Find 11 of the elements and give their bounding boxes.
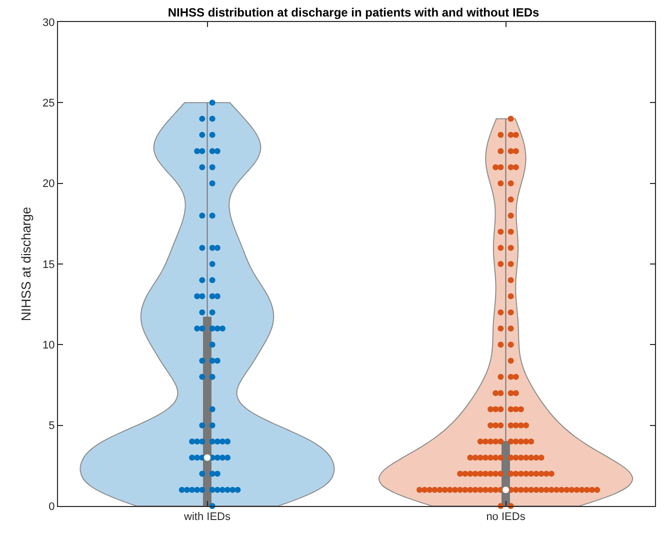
x-tick-label: no IEDs — [486, 511, 526, 524]
y-tick-label: 5 — [48, 420, 55, 432]
y-tick-label: 25 — [42, 98, 55, 110]
x-tick-label: with IEDs — [183, 511, 231, 524]
y-tick-label: 20 — [42, 178, 55, 190]
y-tick-label: 10 — [42, 340, 55, 352]
y-tick-label: 0 — [48, 500, 55, 513]
y-tick-label: 30 — [42, 16, 55, 29]
y-axis-title: NIHSS at discharge — [18, 206, 34, 322]
y-tick-label: 15 — [42, 258, 55, 271]
chart-title: NIHSS distribution at discharge in patients with and without IEDs — [168, 5, 540, 20]
